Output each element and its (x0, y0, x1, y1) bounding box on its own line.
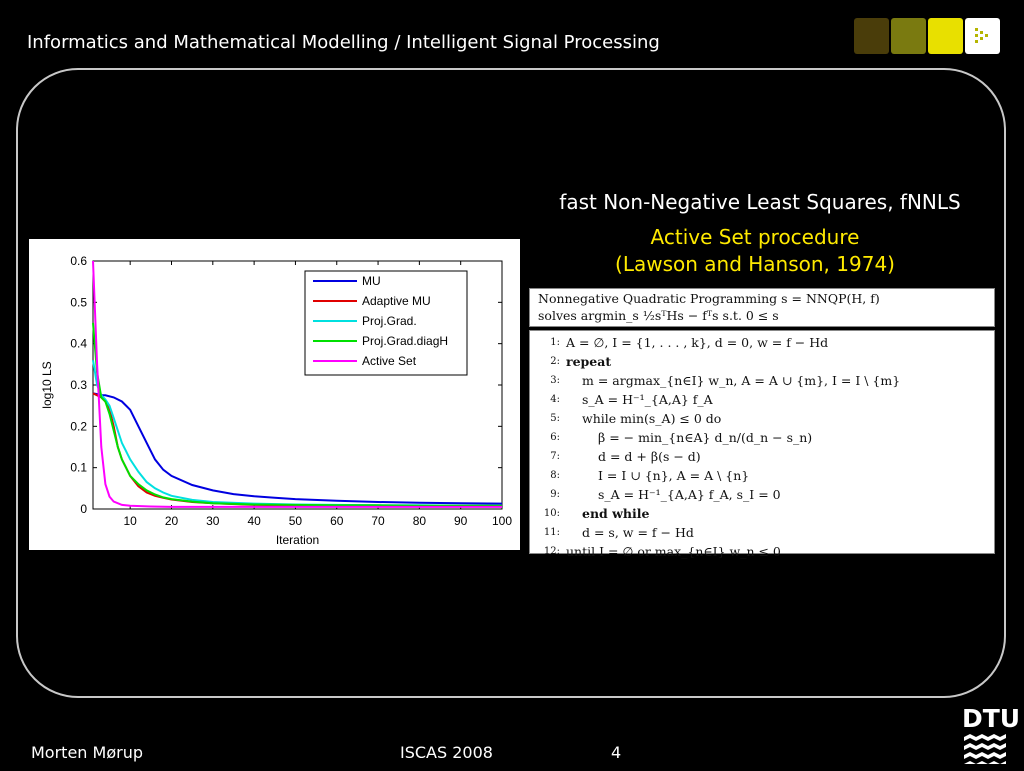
algorithm-line: 11: d = s, w = f − Hd (536, 523, 988, 542)
algorithm-line: 6: β = − min_{n∈A} d_n/(d_n − s_n) (536, 428, 988, 447)
y-tick-label: 0.4 (70, 337, 87, 351)
algorithm-line: 2: repeat (536, 352, 988, 371)
algorithm-line-number: 7: (550, 451, 560, 462)
algorithm-line-number: 3: (550, 375, 560, 386)
algorithm-line-number: 12: (543, 546, 560, 557)
dtu-waves-icon (964, 734, 1006, 764)
series-line-mu (92, 392, 503, 505)
algorithm-line: 9: s_A = H⁻¹_{A,A} f_A, s_I = 0 (536, 485, 988, 504)
algorithm-line-text: d = s, w = f − Hd (582, 525, 694, 540)
x-tick-label: 30 (206, 514, 220, 528)
algorithm-line-text: s_A = H⁻¹_{A,A} f_A, s_I = 0 (598, 487, 781, 502)
algorithm-line: 4: s_A = H⁻¹_{A,A} f_A (536, 390, 988, 409)
algorithm-line: 10: end while (536, 504, 988, 523)
legend-label: Proj.Grad.diagH (362, 334, 448, 348)
algorithm-line-number: 11: (543, 527, 560, 538)
algorithm-line-text: β = − min_{n∈A} d_n/(d_n − s_n) (598, 430, 813, 445)
convergence-chart: 10 20 30 40 50 60 70 80 90 100 0 0.1 0.2 0.3 0.4 0.5 0.6… (29, 239, 520, 550)
x-tick-label: 10 (124, 514, 138, 528)
algorithm-line-text: repeat (566, 354, 612, 369)
algorithm-line-text: while min(s_A) ≤ 0 do (582, 411, 722, 426)
series-line-proj-grad-diagh (92, 322, 502, 507)
content-frame (16, 68, 1006, 698)
y-tick-label: 0.1 (70, 461, 87, 475)
algorithm-line-number: 9: (550, 489, 560, 500)
x-tick-label: 100 (492, 514, 512, 528)
y-tick-label: 0.6 (70, 254, 87, 268)
algorithm-line-number: 8: (550, 470, 560, 481)
footer-conference: ISCAS 2008 (400, 743, 493, 762)
algorithm-line-number: 10: (543, 508, 560, 519)
algorithm-line-number: 2: (550, 356, 560, 367)
x-tick-label: 20 (165, 514, 179, 528)
algorithm-line-text: m = argmax_{n∈I} w_n, A = A ∪ {m}, I = I… (582, 373, 901, 388)
legend-label: Active Set (362, 354, 417, 368)
algorithm-line: 12: until I = ∅ or max_{n∈I} w_n ≤ 0 (536, 542, 988, 561)
algorithm-line-text: d = d + β(s − d) (598, 449, 701, 464)
footer-page-number: 4 (611, 743, 622, 762)
algorithm-box: 1: A = ∅, I = {1, . . . , k}, d = 0, w = … (529, 330, 995, 559)
legend-label: MU (362, 274, 381, 288)
nnqp-line-2: solves argmin_s ½sᵀHs − fᵀs s.t. 0 ≤ s (538, 308, 779, 323)
y-tick-label: 0.3 (70, 378, 87, 392)
algorithm-line: 3: m = argmax_{n∈I} w_n, A = A ∪ {m}, I =… (536, 371, 988, 390)
algorithm-line-text: A = ∅, I = {1, . . . , k}, d = 0, w = f … (566, 335, 829, 350)
color-square-dark (854, 18, 889, 54)
algorithm-line-number: 6: (550, 432, 560, 443)
series-line-active-set (92, 260, 502, 508)
y-tick-label: 0 (80, 502, 87, 516)
algorithm-line-text: end while (582, 506, 650, 521)
series-line-proj-grad- (92, 360, 502, 507)
color-square-olive (891, 18, 926, 54)
slide-subtitle-line2: (Lawson and Hanson, 1974) (615, 252, 895, 276)
x-tick-label: 90 (454, 514, 468, 528)
slide-title: fast Non-Negative Least Squares, fNNLS (559, 190, 961, 214)
x-tick-label: 60 (330, 514, 344, 528)
algorithm-line: 1: A = ∅, I = {1, . . . , k}, d = 0, w = … (536, 333, 988, 352)
y-axis-label: log10 LS (40, 361, 54, 408)
legend-label: Adaptive MU (362, 294, 431, 308)
x-tick-label: 50 (289, 514, 303, 528)
algorithm-line-text: s_A = H⁻¹_{A,A} f_A (582, 392, 713, 407)
dtu-logo-text: DTU (962, 704, 1021, 733)
series-line-adaptive-mu (92, 392, 502, 508)
x-axis-label: Iteration (276, 533, 319, 547)
color-square-yellow (928, 18, 963, 54)
legend-box (304, 270, 468, 376)
algorithm-line: 5: while min(s_A) ≤ 0 do (536, 409, 988, 428)
y-tick-label: 0.5 (70, 295, 87, 309)
algorithm-line-number: 4: (550, 394, 560, 405)
algorithm-line-number: 5: (550, 413, 560, 424)
footer-author: Morten Mørup (31, 743, 143, 762)
algorithm-line-text: I = I ∪ {n}, A = A \ {n} (598, 468, 750, 483)
header-title: Informatics and Mathematical Modelling /… (27, 32, 660, 53)
slide-subtitle-line1: Active Set procedure (650, 225, 860, 249)
algorithm-line-number: 1: (550, 337, 560, 348)
y-tick-label: 0.2 (70, 419, 87, 433)
x-tick-label: 80 (413, 514, 427, 528)
algorithm-line-text: until I = ∅ or max_{n∈I} w_n ≤ 0 (566, 544, 781, 559)
chart-svg: 10 20 30 40 50 60 70 80 90 100 0 0.1 0.2 0.3 0.4 0.5 0.6… (40, 254, 512, 547)
dot-arrow-icon (965, 18, 1000, 54)
nnqp-definition-box: Nonnegative Quadratic Programming s = NN… (529, 288, 995, 327)
algorithm-line: 7: d = d + β(s − d) (536, 447, 988, 466)
x-tick-label: 70 (371, 514, 385, 528)
header-color-squares (854, 18, 1000, 54)
dtu-logo: DTU (962, 704, 1021, 771)
algorithm-line: 8: I = I ∪ {n}, A = A \ {n} (536, 466, 988, 485)
nnqp-line-1: Nonnegative Quadratic Programming s = NN… (538, 291, 880, 306)
legend-label: Proj.Grad. (362, 314, 417, 328)
x-tick-label: 40 (247, 514, 261, 528)
